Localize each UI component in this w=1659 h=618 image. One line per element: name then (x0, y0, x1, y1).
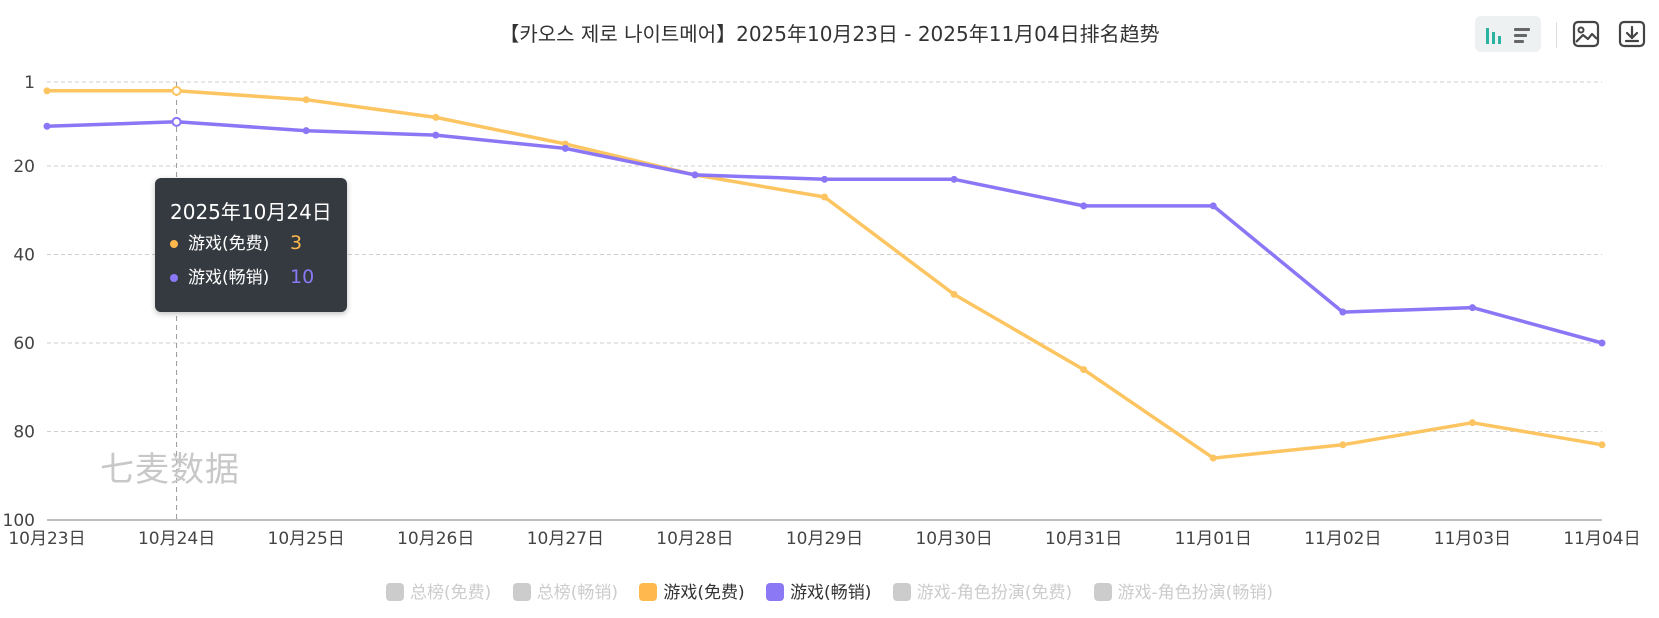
x-tick-label: 10月30日 (915, 529, 992, 549)
data-point (821, 193, 828, 201)
y-tick-label: 1 (24, 73, 35, 93)
legend-item-game-free[interactable]: 游戏(免费) (639, 578, 745, 603)
x-tick-label: 10月29日 (786, 529, 863, 549)
legend-swatch (766, 583, 785, 601)
data-point (691, 171, 699, 179)
y-tick-label: 40 (13, 246, 35, 266)
x-tick-label: 10月27日 (527, 529, 604, 549)
legend-item-overall-free[interactable]: 总榜(免费) (386, 578, 491, 603)
legend-item-game-grossing[interactable]: 游戏(畅销) (766, 578, 871, 603)
tooltip-value-grossing: 10 (290, 266, 315, 288)
y-tick-label: 20 (13, 157, 35, 177)
legend-label: 游戏(免费) (663, 583, 745, 603)
x-tick-label: 10月24日 (138, 529, 215, 549)
data-point (821, 175, 828, 183)
legend-label: 游戏(畅销) (790, 583, 872, 603)
legend-swatch (1093, 583, 1112, 601)
x-tick-label: 11月04日 (1563, 529, 1640, 549)
data-point (1209, 454, 1217, 462)
legend-swatch (512, 583, 531, 601)
data-point (1598, 441, 1606, 449)
tooltip-label-grossing: 游戏(畅销) (188, 268, 270, 288)
y-tick-label: 100 (3, 511, 35, 531)
x-tick-label: 10月23日 (8, 529, 85, 549)
data-point (432, 113, 440, 121)
data-point (950, 175, 958, 183)
tooltip-row-grossing: 游戏(畅销) (170, 266, 269, 290)
tooltip: 2025年10月24日 游戏(免费) 3 游戏(畅销) 10 (155, 178, 347, 312)
data-point (43, 122, 51, 130)
data-point (1339, 441, 1347, 449)
x-tick-label: 10月28日 (656, 529, 733, 549)
legend-item-rpg-free[interactable]: 游戏-角色扮演(免费) (892, 578, 1073, 603)
tooltip-date: 2025年10月24日 (170, 200, 332, 224)
x-tick-label: 11月02日 (1304, 529, 1381, 549)
legend-label: 总榜(免费) (410, 583, 492, 603)
data-point (561, 144, 569, 152)
tooltip-value-free: 3 (290, 232, 303, 254)
x-tick-label: 10月31日 (1045, 529, 1122, 549)
toolbar-divider (1556, 22, 1557, 48)
legend: 总榜(免费) 总榜(畅销) 游戏(免费) 游戏(畅销) 游戏-角色扮演(免费) … (0, 578, 1659, 603)
x-tick-label: 10月25日 (268, 529, 345, 549)
legend-label: 游戏-角色扮演(免费) (916, 583, 1073, 603)
bar-view-icon[interactable] (1478, 20, 1508, 50)
data-point (432, 131, 440, 139)
legend-swatch (892, 583, 911, 601)
data-point (1468, 419, 1476, 427)
tooltip-label-free: 游戏(免费) (188, 234, 270, 254)
legend-label: 游戏-角色扮演(畅销) (1117, 583, 1273, 603)
data-point (171, 85, 182, 96)
tooltip-dot-grossing (170, 274, 178, 282)
x-tick-label: 11月01日 (1175, 529, 1252, 549)
data-point (302, 96, 310, 104)
legend-item-overall-grossing[interactable]: 总榜(畅销) (512, 578, 618, 603)
data-point (1080, 366, 1088, 374)
legend-label: 总榜(畅销) (536, 583, 618, 603)
data-point (1080, 202, 1088, 210)
x-tick-label: 11月03日 (1434, 529, 1511, 549)
image-save-icon[interactable] (1571, 19, 1601, 49)
x-tick-label: 10月26日 (397, 529, 474, 549)
data-point (1468, 304, 1476, 312)
download-icon[interactable] (1617, 19, 1647, 49)
data-point (171, 116, 182, 127)
y-tick-label: 80 (13, 423, 35, 443)
data-point (302, 127, 310, 135)
legend-swatch (386, 583, 405, 601)
data-point (950, 290, 958, 298)
data-point (1598, 339, 1606, 347)
watermark: 七麦数据 (100, 450, 240, 490)
data-point (1339, 308, 1347, 316)
data-point (1209, 202, 1217, 210)
list-view-icon[interactable] (1508, 20, 1538, 50)
tooltip-dot-free (170, 240, 178, 248)
chart-title: 【카오스 제로 나이트메어】2025年10月23日 - 2025年11月04日排… (499, 22, 1160, 46)
data-point (43, 87, 51, 95)
tooltip-row-free: 游戏(免费) (170, 232, 269, 256)
legend-swatch (639, 583, 658, 601)
y-tick-label: 60 (13, 334, 35, 354)
legend-item-rpg-grossing[interactable]: 游戏-角色扮演(畅销) (1093, 578, 1273, 603)
